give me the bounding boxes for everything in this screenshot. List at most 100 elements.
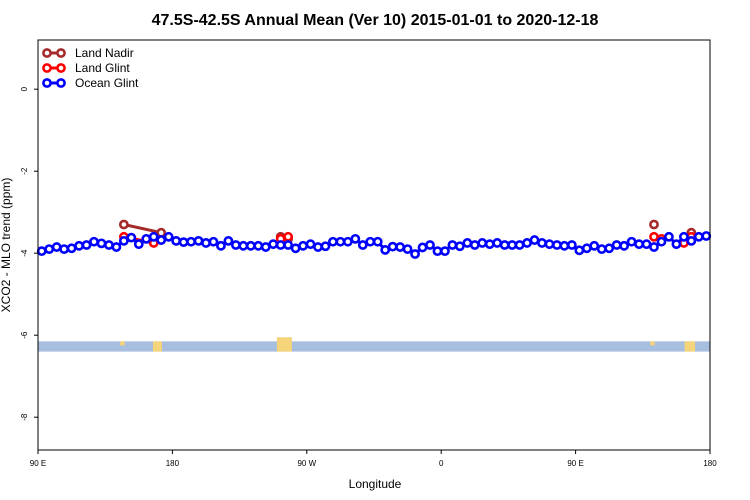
x-tick-label: 90 W [297,459,316,468]
legend-item: Land Glint [42,61,130,75]
chart-title: 47.5S-42.5S Annual Mean (Ver 10) 2015-01… [152,12,599,29]
data-point [260,242,271,252]
y-tick-label: -8 [20,413,29,421]
land-patch [120,341,125,346]
data-point [342,236,353,247]
data-point [178,237,189,248]
data-point [462,238,473,248]
data-point [604,243,615,254]
data-point [589,240,600,251]
data-point [186,236,196,247]
data-point [596,244,607,254]
data-point [656,236,667,247]
land-patch [650,341,655,346]
y-tick-label: -6 [20,331,29,339]
data-point [701,231,712,241]
data-point [208,236,219,247]
data-point [380,245,391,255]
data-point [529,235,540,245]
data-point [320,241,331,252]
y-axis-label: XCO2 - MLO trend (ppm) [0,178,13,313]
data-point [566,240,577,250]
data-point [253,240,264,251]
data-point [216,240,226,251]
ocean-band [38,341,710,352]
data-point [111,242,122,252]
series-layer [36,219,712,259]
data-point [141,233,152,244]
data-point [514,240,525,250]
x-tick-label: 90 E [30,459,46,468]
data-point [492,238,503,248]
data-point [372,236,383,247]
data-point [357,240,368,250]
data-point [51,242,62,252]
data-point [484,239,495,250]
data-point [335,236,346,247]
y-tick-label: -4 [20,249,29,257]
data-point [417,242,428,253]
data-point [574,245,585,256]
data-point [507,240,518,250]
data-point [611,240,622,250]
data-point [238,240,249,251]
data-point [365,236,376,247]
data-point [537,238,547,248]
data-point [499,240,510,250]
data-point [559,240,570,251]
plot-frame [37,39,711,451]
data-point [36,246,47,257]
data-point [522,238,532,248]
data-point [156,235,167,245]
data-point [410,249,420,259]
data-point [686,235,697,246]
data-point [432,246,443,257]
data-point [328,236,338,247]
x-tick-label: 90 E [567,459,583,468]
legend-swatch-marker [56,48,66,58]
data-point [641,239,652,250]
x-tick-label: 0 [439,459,444,468]
data-point [581,243,592,254]
data-point [634,239,644,250]
data-point [230,240,241,250]
data-point [201,238,211,248]
data-point [268,239,279,250]
data-point [298,240,308,251]
data-point [59,244,70,254]
data-point [649,231,659,242]
legend-label: Land Nadir [75,46,134,60]
data-point [163,231,174,242]
data-point [305,239,316,250]
data-point [440,246,450,257]
x-axis: 90 E 180 90 W 0 90 E 180 [30,450,717,468]
data-point [290,243,301,254]
data-point [477,238,488,248]
data-point [223,235,234,246]
legend-swatch-marker [42,48,52,58]
data-point [425,240,435,250]
legend-label: Land Glint [75,61,130,75]
data-point [664,231,674,242]
data-point [133,239,144,250]
data-point [44,244,55,254]
data-point [74,240,84,251]
data-point [104,240,114,250]
data-point [387,241,398,252]
data-point [544,239,555,250]
land-patch [276,337,292,352]
y-tick-label: 0 [20,86,29,91]
x-tick-label: 180 [703,459,717,468]
series-ocean-glint [36,231,712,259]
legend-swatch-marker [56,78,66,88]
data-point [671,239,682,250]
data-point [649,219,659,230]
legend-swatch-marker [42,63,52,73]
land-patch [152,341,162,352]
land-ocean-band [38,337,710,352]
land-patch [684,341,696,352]
data-point [649,242,659,252]
data-point [126,232,137,243]
